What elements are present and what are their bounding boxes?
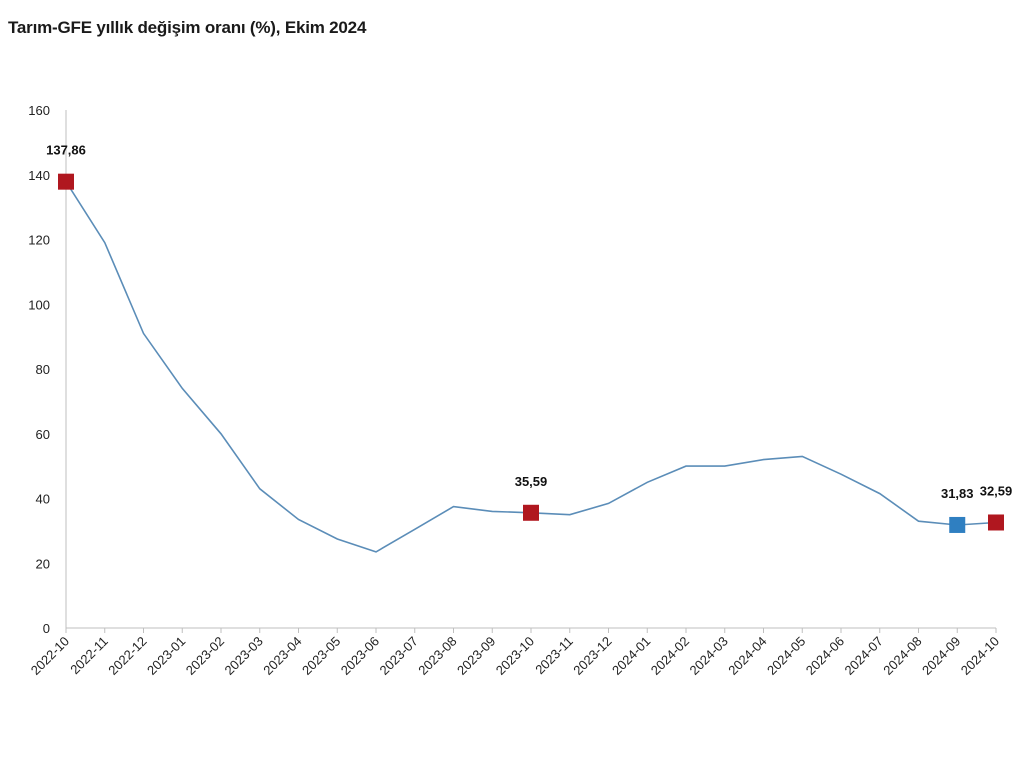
x-tick-label: 2024-04 [725, 634, 769, 678]
x-tick-label: 2024-02 [648, 634, 692, 678]
x-tick-label: 2023-06 [338, 634, 382, 678]
highlight-marker [988, 514, 1004, 531]
x-tick-label: 2022-11 [67, 634, 111, 678]
x-tick-label: 2024-06 [803, 634, 847, 678]
x-tick-label: 2023-10 [493, 634, 537, 678]
y-tick-label: 0 [43, 621, 50, 636]
x-tick-label: 2024-07 [842, 634, 886, 678]
y-tick-label: 20 [36, 556, 50, 571]
x-tick-label: 2023-02 [183, 634, 227, 678]
x-tick-label: 2024-01 [609, 634, 653, 678]
x-tick-label: 2024-08 [880, 634, 924, 678]
x-tick-label: 2023-05 [299, 634, 343, 678]
x-tick-label: 2022-10 [28, 634, 72, 678]
y-tick-label: 160 [28, 103, 50, 118]
x-tick-label: 2023-04 [260, 634, 304, 678]
series-line [65, 181, 997, 553]
y-tick-label: 40 [36, 492, 50, 507]
y-tick-label: 80 [36, 362, 50, 377]
data-label: 32,59 [980, 483, 1013, 498]
x-tick-label: 2022-12 [105, 634, 149, 678]
x-tick-label: 2024-03 [687, 634, 731, 678]
data-label: 31,83 [941, 486, 974, 501]
x-tick-label: 2023-03 [222, 634, 266, 678]
x-tick-label: 2023-01 [144, 634, 188, 678]
highlight-marker [949, 516, 966, 533]
y-tick-label: 140 [28, 168, 50, 183]
x-tick-label: 2023-12 [570, 634, 614, 678]
data-label: 137,86 [46, 143, 86, 158]
x-tick-label: 2023-09 [454, 634, 498, 678]
highlight-marker [523, 504, 539, 521]
x-tick-label: 2023-07 [377, 634, 421, 678]
x-tick-label: 2023-08 [415, 634, 459, 678]
y-tick-label: 120 [28, 233, 50, 248]
y-tick-label: 60 [36, 427, 50, 442]
y-tick-label: 100 [28, 297, 50, 312]
x-tick-label: 2024-10 [958, 634, 1002, 678]
highlight-marker [58, 173, 74, 190]
data-label: 35,59 [515, 474, 548, 489]
x-tick-label: 2024-09 [919, 634, 963, 678]
chart-title: Tarım-GFE yıllık değişim oranı (%), Ekim… [8, 18, 367, 37]
x-tick-label: 2023-11 [532, 634, 576, 678]
x-tick-label: 2024-05 [764, 634, 808, 678]
